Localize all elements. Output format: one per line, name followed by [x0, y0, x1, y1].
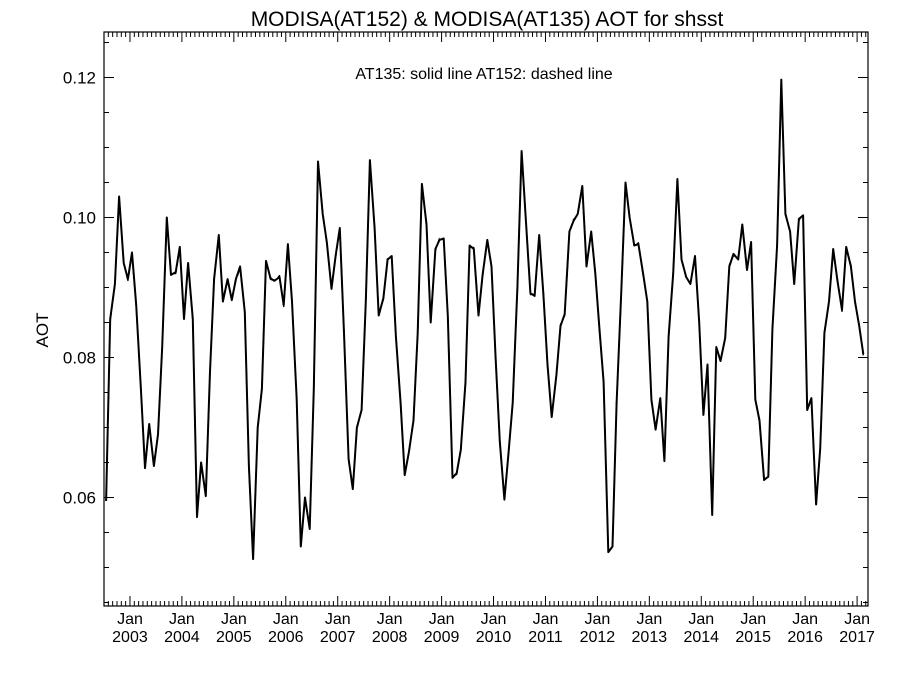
x-tick-year-label: 2014 — [683, 629, 719, 646]
x-tick-year-label: 2010 — [476, 629, 512, 646]
x-tick-month-label: Jan — [429, 611, 455, 628]
x-minor-ticks — [103, 32, 867, 606]
x-tick-month-label: Jan — [740, 611, 766, 628]
x-tick-year-label: 2007 — [320, 629, 356, 646]
y-tick-label: 0.08 — [63, 349, 96, 368]
y-axis-label: AOT — [33, 313, 52, 348]
x-tick-month-label: Jan — [169, 611, 195, 628]
x-tick-month-label: Jan — [273, 611, 299, 628]
x-tick-month-label: Jan — [325, 611, 351, 628]
x-tick-month-label: Jan — [481, 611, 507, 628]
x-tick-month-label: Jan — [117, 611, 143, 628]
x-tick-year-label: 2005 — [216, 629, 252, 646]
plot-frame — [103, 31, 869, 607]
y-tick-label: 0.06 — [63, 489, 96, 508]
y-axis-ticks: 0.06 0.08 0.10 0.12 — [63, 42, 868, 603]
x-tick-year-label: 2012 — [580, 629, 616, 646]
x-tick-year-label: 2009 — [424, 629, 460, 646]
x-tick-month-label: Jan — [221, 611, 247, 628]
y-tick-label: 0.12 — [63, 69, 96, 88]
x-tick-year-label: 2017 — [839, 629, 875, 646]
x-tick-year-label: 2003 — [112, 629, 148, 646]
x-tick-month-label: Jan — [792, 611, 818, 628]
x-axis-ticks: Jan2003Jan2004Jan2005Jan2006Jan2007Jan20… — [112, 32, 875, 646]
x-tick-month-label: Jan — [636, 611, 662, 628]
x-tick-month-label: Jan — [585, 611, 611, 628]
x-tick-month-label: Jan — [533, 611, 559, 628]
series-line-at135 — [105, 78, 865, 561]
x-tick-month-label: Jan — [377, 611, 403, 628]
x-tick-year-label: 2006 — [268, 629, 304, 646]
x-tick-year-label: 2011 — [528, 629, 563, 646]
x-tick-month-label: Jan — [688, 611, 714, 628]
series-layer — [105, 78, 865, 561]
x-tick-year-label: 2004 — [164, 629, 200, 646]
x-tick-year-label: 2015 — [735, 629, 771, 646]
x-tick-year-label: 2016 — [787, 629, 823, 646]
y-tick-label: 0.10 — [63, 209, 96, 228]
x-tick-month-label: Jan — [844, 611, 870, 628]
series-annotation: AT135: solid line AT152: dashed line — [355, 66, 612, 83]
x-tick-year-label: 2008 — [372, 629, 408, 646]
x-tick-year-label: 2013 — [632, 629, 668, 646]
series-line-at152 — [105, 80, 864, 559]
chart-title: MODISA(AT152) & MODISA(AT135) AOT for sh… — [251, 8, 724, 31]
